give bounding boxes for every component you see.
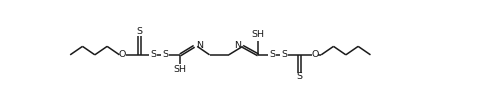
Text: SH: SH [251,30,265,39]
Text: N: N [234,41,241,50]
Text: SH: SH [174,65,187,74]
Text: S: S [269,50,275,59]
Text: S: S [137,27,143,36]
Text: S: S [281,50,287,59]
Text: O: O [119,50,126,59]
Text: S: S [162,50,168,59]
Text: N: N [196,41,203,50]
Text: S: S [296,72,303,81]
Text: O: O [311,50,318,59]
Text: S: S [150,50,156,59]
